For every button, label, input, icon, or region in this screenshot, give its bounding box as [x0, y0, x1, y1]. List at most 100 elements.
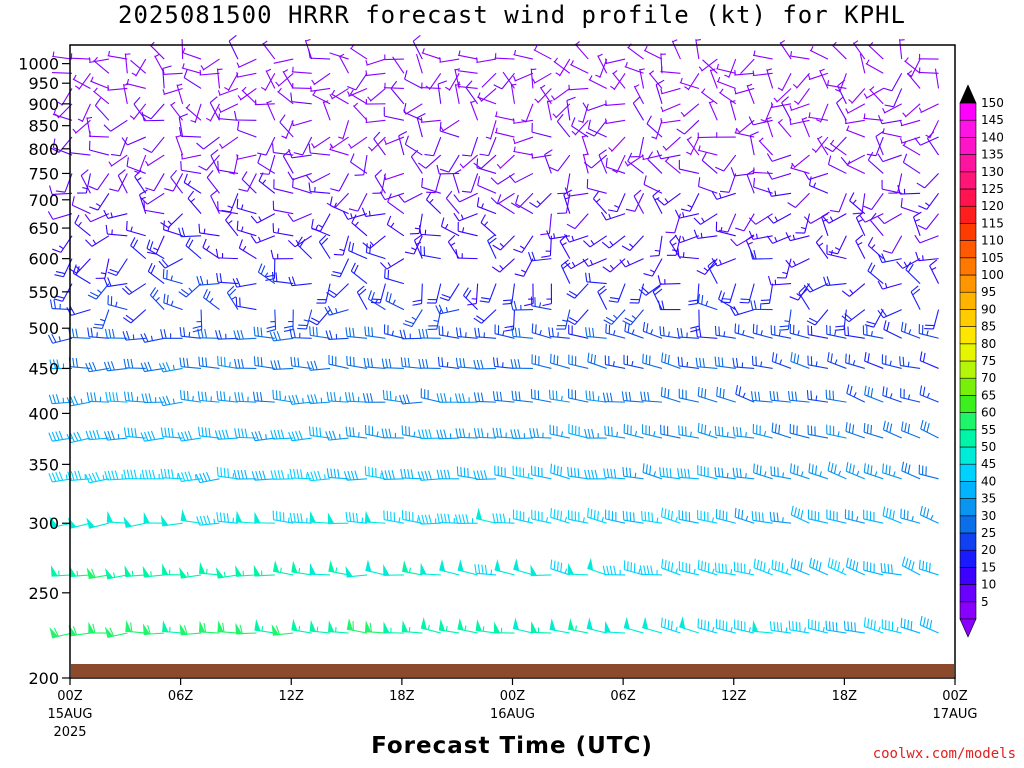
colorbar-swatch: [959, 395, 977, 413]
wind-barb: [436, 393, 460, 403]
wind-barb: [655, 79, 665, 105]
x-tick-label: 06Z: [168, 689, 194, 704]
wind-barb: [425, 72, 442, 90]
y-tick-label: 600: [28, 250, 59, 269]
wind-barb: [87, 327, 109, 339]
wind-barb: [882, 235, 903, 254]
wind-barb: [642, 616, 663, 634]
wind-barb: [770, 102, 792, 108]
wind-barb: [409, 213, 423, 235]
terrain-fill: [71, 664, 954, 677]
wind-barb: [869, 86, 884, 105]
wind-barb: [48, 394, 73, 405]
colorbar-label: 25: [981, 526, 996, 540]
wind-barb: [806, 309, 829, 326]
wind-barb: [679, 77, 700, 89]
colorbar-swatch: [959, 257, 977, 276]
wind-barb: [693, 213, 718, 225]
wind-barb: [540, 213, 552, 236]
wind-barb: [343, 470, 368, 481]
wind-barb: [198, 620, 220, 634]
wind-barb: [477, 176, 497, 194]
wind-barb: [206, 170, 220, 194]
wind-barb: [882, 506, 902, 524]
wind-barb: [585, 119, 608, 137]
wind-barb: [196, 515, 220, 526]
wind-barb: [436, 513, 460, 524]
wind-barb: [677, 247, 699, 260]
wind-barb: [253, 564, 275, 577]
wind-barb: [807, 425, 829, 439]
colorbar-label: 85: [981, 320, 996, 334]
wind-barb: [902, 153, 921, 174]
wind-barb: [236, 198, 257, 215]
wind-barb: [363, 357, 386, 369]
wind-barb: [877, 114, 902, 125]
wind-barb: [48, 471, 73, 483]
wind-barb: [333, 235, 350, 256]
wind-barb: [608, 283, 626, 303]
wind-barb: [607, 193, 626, 213]
wind-barb: [273, 58, 294, 64]
wind-barb: [348, 136, 368, 149]
wind-barb: [259, 154, 276, 175]
wind-barb: [657, 275, 681, 285]
wind-barb: [770, 325, 792, 339]
wind-barb: [530, 389, 552, 403]
wind-barb: [656, 150, 681, 160]
wind-barb: [571, 117, 589, 138]
wind-barb: [178, 283, 202, 298]
wind-barb: [643, 45, 663, 60]
wind-barb: [104, 626, 128, 638]
wind-barb: [457, 50, 478, 60]
wind-barb: [513, 49, 534, 60]
wind-barb: [216, 390, 238, 403]
wind-barb: [917, 213, 939, 230]
wind-barb: [678, 510, 699, 524]
y-tick-label: 950: [28, 74, 59, 93]
wind-barb: [130, 237, 147, 260]
wind-barb: [417, 514, 441, 525]
wind-barb: [790, 505, 810, 524]
wind-barb: [236, 220, 257, 237]
wind-barb: [674, 234, 700, 244]
wind-barb: [633, 84, 645, 105]
wind-barb: [785, 232, 810, 242]
wind-barb: [735, 213, 755, 232]
wind-barb: [289, 468, 312, 480]
colorbar-legend: 5 10 15 20 25 30 35 40 45 50 55 60 65 70 75 80 85 90 95 100…: [959, 84, 1004, 638]
wind-barb: [660, 386, 681, 403]
wind-barb: [288, 394, 312, 405]
wind-barb: [49, 185, 73, 195]
wind-barb: [531, 465, 552, 480]
wind-barb: [566, 283, 589, 299]
wind-barb: [512, 136, 534, 145]
wind-barb: [481, 72, 497, 88]
colorbar-label: 105: [981, 251, 1004, 265]
wind-barb: [512, 509, 534, 524]
wind-barb: [160, 468, 183, 480]
wind-barb: [253, 356, 275, 369]
wind-barb: [918, 103, 939, 114]
wind-barb: [418, 358, 441, 369]
wind-barb: [250, 213, 276, 224]
wind-barb: [598, 149, 608, 174]
wind-barb: [347, 87, 368, 97]
wind-barb: [496, 154, 515, 170]
wind-barb: [420, 388, 441, 403]
wind-barb: [497, 194, 515, 215]
wind-barb: [623, 423, 644, 439]
wind-barb: [93, 87, 110, 105]
wind-barb: [640, 391, 663, 403]
colorbar-label: 90: [981, 302, 996, 316]
wind-barb: [494, 324, 515, 339]
wind-barb: [568, 388, 589, 403]
wind-barb: [809, 45, 829, 60]
wind-barb: [659, 467, 681, 480]
wind-barb: [487, 234, 497, 259]
wind-barb: [306, 394, 331, 405]
source-watermark[interactable]: coolwx.com/models: [872, 746, 1016, 762]
wind-barb: [881, 619, 902, 634]
wind-barb: [179, 623, 202, 636]
wind-barb: [425, 191, 442, 215]
